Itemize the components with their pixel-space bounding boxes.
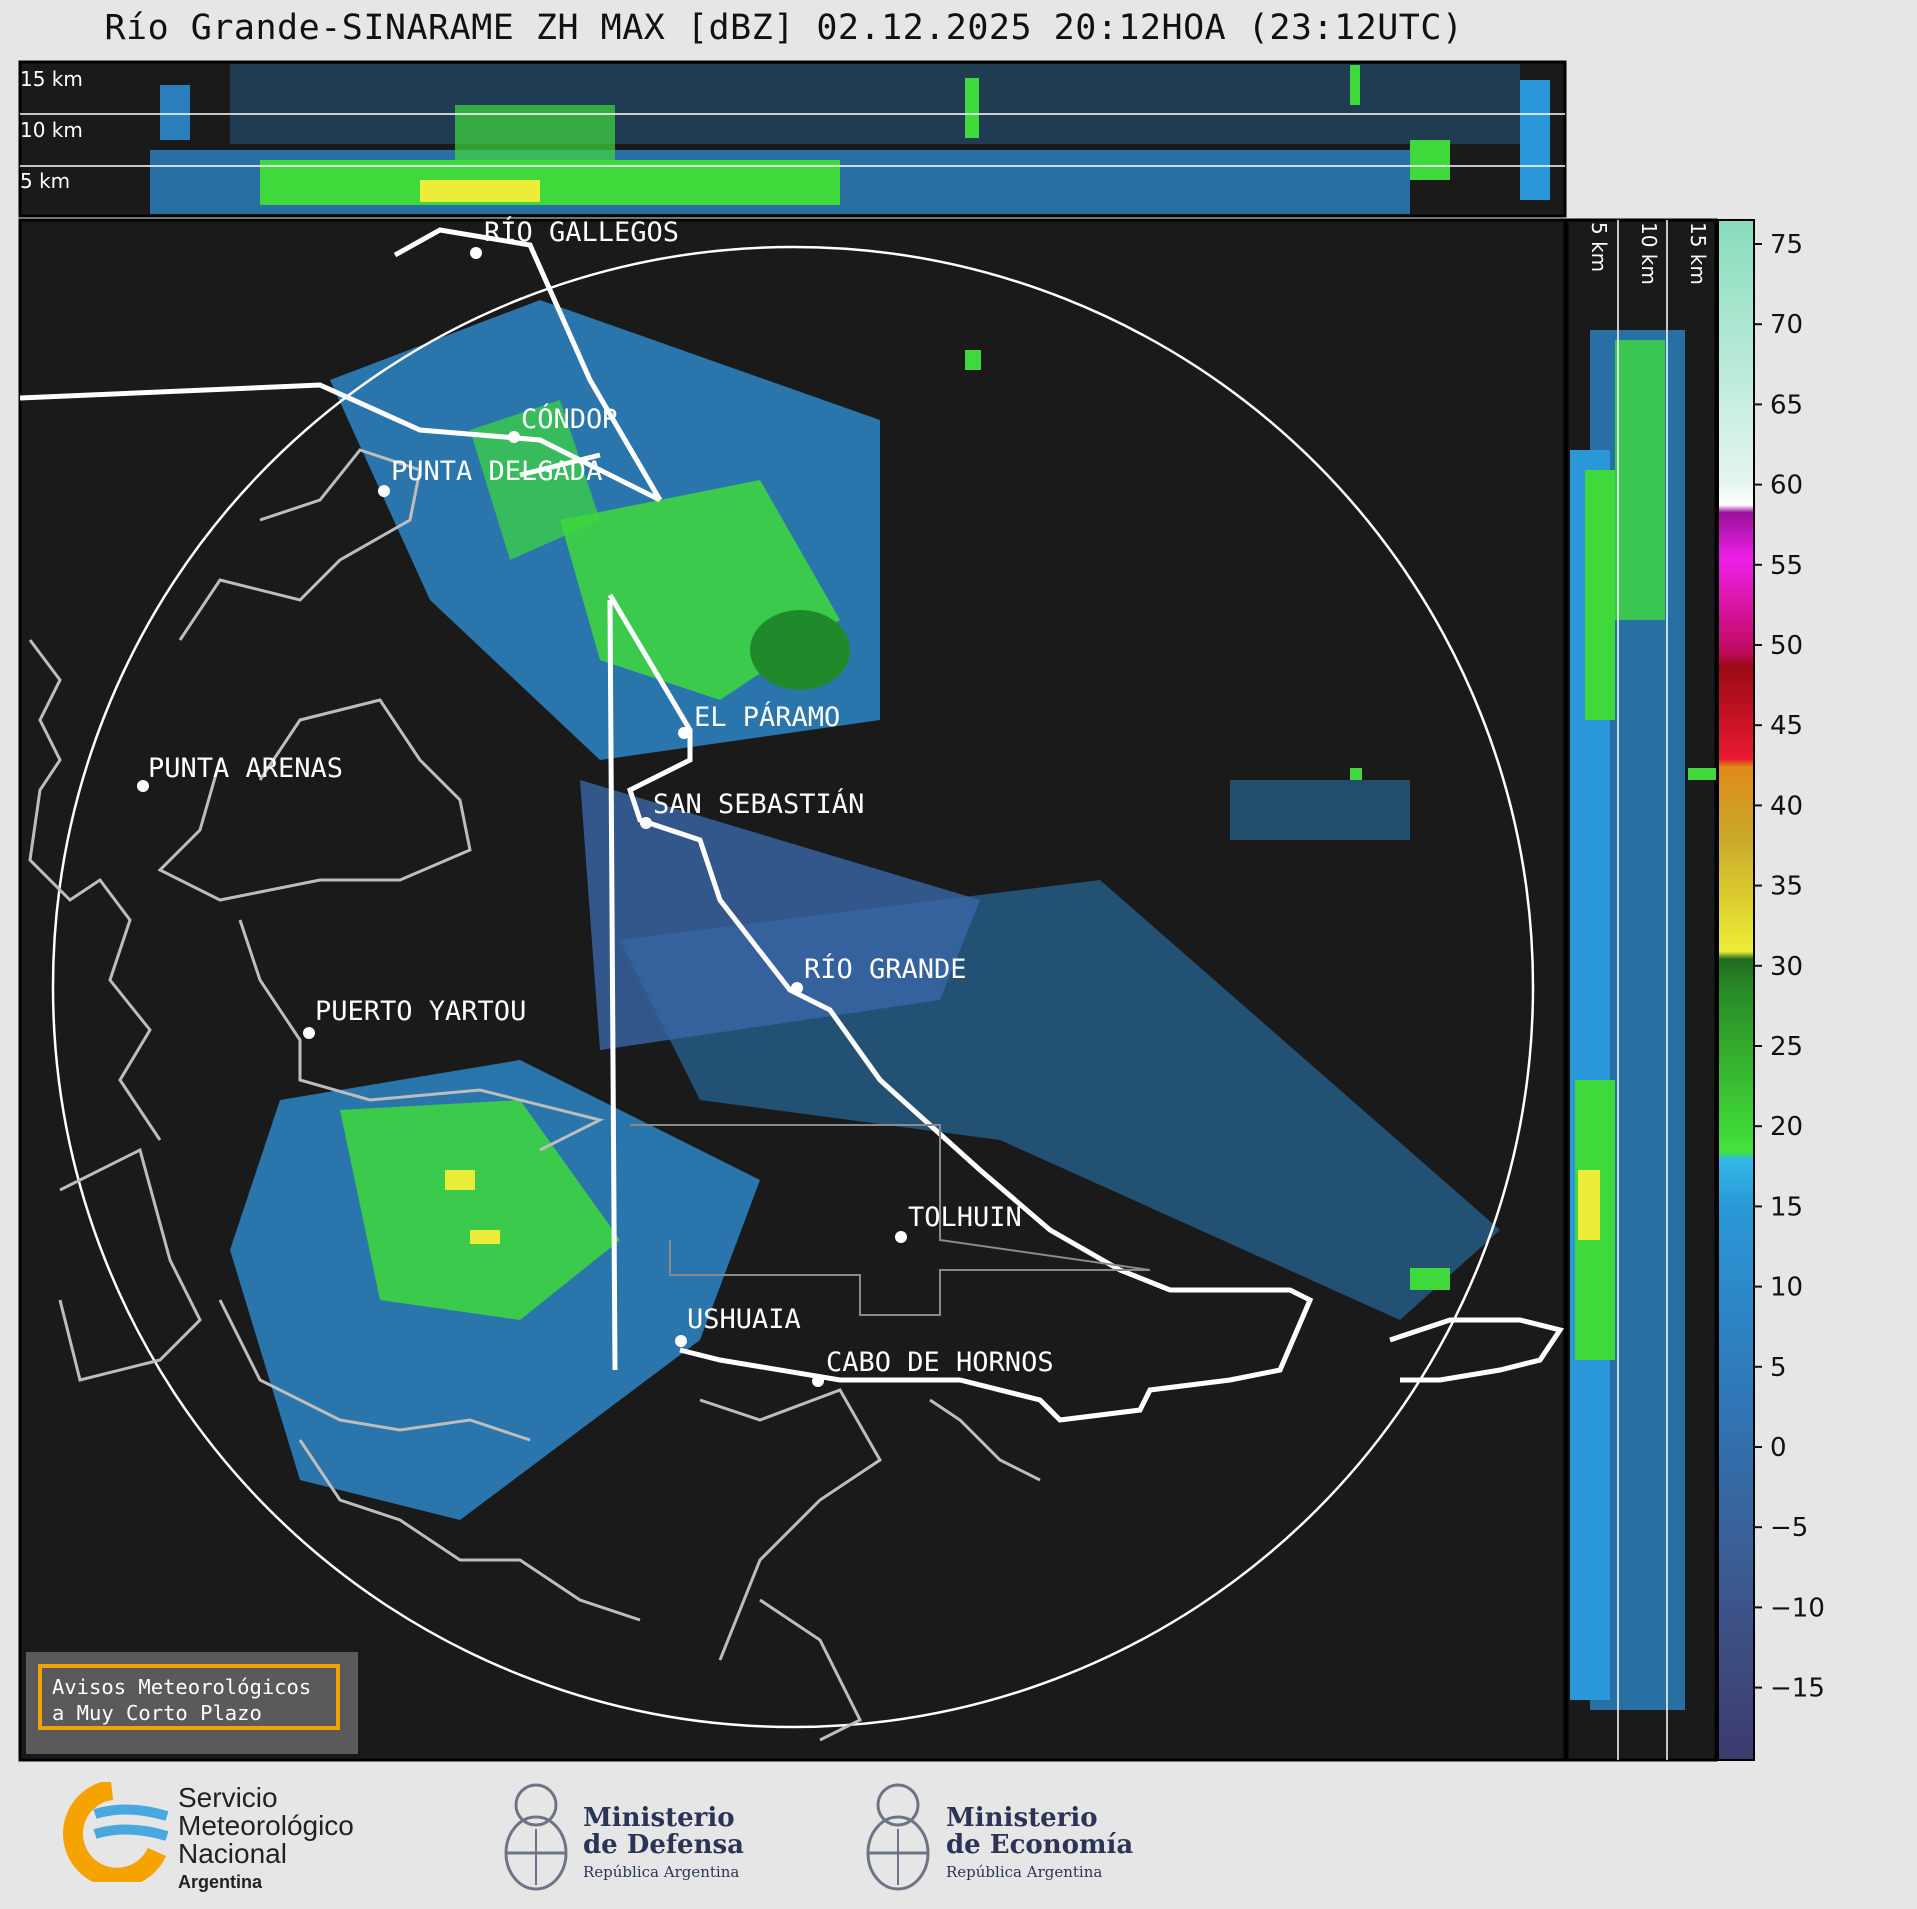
coastlines	[28, 448, 1041, 1742]
top-cross-section-panel: 15 km 10 km 5 km	[18, 60, 1567, 218]
colorbar-tick-label: 70	[1770, 310, 1803, 340]
marker-san-sebastian	[640, 817, 652, 829]
side-alt-label-15: 15 km	[1686, 222, 1710, 285]
smn-line-4: Argentina	[178, 1872, 263, 1892]
colorbar-tick-label: 15	[1770, 1192, 1803, 1222]
economia-logo-text: Ministerio de Economía República Argenti…	[946, 1805, 1133, 1886]
label-punta-arenas: PUNTA ARENAS	[148, 753, 343, 784]
marker-punta-arenas	[137, 780, 149, 792]
label-tolhuin: TOLHUIN	[908, 1202, 1022, 1233]
label-rio-grande: RÍO GRANDE	[804, 953, 967, 985]
colorbar-tick-label: 45	[1770, 711, 1803, 741]
marker-puerto-yartou	[303, 1027, 315, 1039]
location-labels: RÍO GALLEGOS CÓNDOR PUNTA DELGADA EL PÁR…	[148, 216, 1054, 1378]
label-punta-delgada: PUNTA DELGADA	[391, 456, 602, 487]
marker-rio-gallegos	[470, 247, 482, 259]
colorbar-tick-label: 5	[1770, 1353, 1787, 1383]
range-ring	[51, 245, 1535, 1729]
argentina-coat-of-arms-icon	[504, 1783, 568, 1891]
side-cross-section-panel: 5 km 10 km 15 km	[1565, 218, 1718, 1762]
defensa-line-3: República Argentina	[583, 1863, 740, 1881]
marker-cabo-de-hornos	[812, 1375, 824, 1387]
marker-tolhuin	[895, 1231, 907, 1243]
colorbar-tick-label: 35	[1770, 872, 1803, 902]
smn-line-1: Servicio	[178, 1782, 278, 1813]
smn-line-2: Meteorológico	[178, 1810, 354, 1841]
label-san-sebastian: SAN SEBASTIÁN	[653, 788, 864, 820]
argentina-coat-of-arms-icon	[866, 1783, 930, 1891]
label-el-paramo: EL PÁRAMO	[694, 701, 840, 733]
label-puerto-yartou: PUERTO YARTOU	[315, 996, 526, 1027]
colorbar-tick-label: 75	[1770, 230, 1803, 260]
smn-logo-icon	[62, 1782, 169, 1882]
smn-line-3: Nacional	[178, 1838, 287, 1869]
economia-line-3: República Argentina	[946, 1863, 1103, 1881]
marker-ushuaia	[675, 1335, 687, 1347]
colorbar-tick-label: 65	[1770, 390, 1803, 420]
colorbar-tick-label: 0	[1770, 1433, 1787, 1463]
colorbar-tick-label: 55	[1770, 551, 1803, 581]
avisos-line-1: Avisos Meteorológicos	[52, 1675, 312, 1699]
top-alt-label-10: 10 km	[20, 118, 83, 142]
location-markers	[137, 247, 907, 1387]
top-alt-label-15: 15 km	[20, 67, 83, 91]
colorbar-tick-label: −10	[1770, 1593, 1825, 1623]
defensa-line-1: Ministerio	[583, 1803, 735, 1833]
top-alt-label-5: 5 km	[20, 169, 70, 193]
colorbar-tick-label: 50	[1770, 631, 1803, 661]
marker-el-paramo	[678, 727, 690, 739]
colorbar-tick-label: 60	[1770, 471, 1803, 501]
label-ushuaia: USHUAIA	[687, 1304, 801, 1335]
reflectivity-echoes	[230, 300, 1500, 1520]
colorbar-tick-label: 10	[1770, 1273, 1803, 1303]
colorbar-tick-label: −5	[1770, 1513, 1808, 1543]
economia-line-2: de Economía	[946, 1830, 1134, 1860]
defensa-logo-text: Ministerio de Defensa República Argentin…	[583, 1805, 744, 1886]
avisos-line-2: a Muy Corto Plazo	[52, 1701, 262, 1725]
province-boundary	[630, 1124, 1151, 1316]
defensa-line-2: de Defensa	[583, 1830, 744, 1860]
economia-line-1: Ministerio	[946, 1803, 1098, 1833]
marker-punta-delgada	[378, 485, 390, 497]
radar-map-panel: RÍO GALLEGOS CÓNDOR PUNTA DELGADA EL PÁR…	[18, 216, 1567, 1762]
label-rio-gallegos: RÍO GALLEGOS	[484, 216, 679, 248]
colorbar-tick-label: 20	[1770, 1112, 1803, 1142]
colorbar-tick-label: −15	[1770, 1674, 1825, 1704]
label-cabo-de-hornos: CABO DE HORNOS	[826, 1347, 1054, 1378]
side-alt-label-5: 5 km	[1587, 222, 1611, 272]
avisos-badge[interactable]: Avisos Meteorológicos a Muy Corto Plazo	[38, 1664, 340, 1730]
marker-rio-grande	[791, 982, 803, 994]
side-alt-label-10: 10 km	[1637, 222, 1661, 285]
marker-condor	[508, 431, 520, 443]
colorbar-tick-label: 25	[1770, 1032, 1803, 1062]
colorbar-tick-label: 30	[1770, 952, 1803, 982]
label-condor: CÓNDOR	[521, 403, 619, 435]
smn-logo-text: Servicio Meteorológico Nacional Argentin…	[178, 1784, 354, 1896]
map-title: Río Grande-SINARAME ZH MAX [dBZ] 02.12.2…	[104, 8, 1464, 48]
colorbar-tick-label: 40	[1770, 791, 1803, 821]
